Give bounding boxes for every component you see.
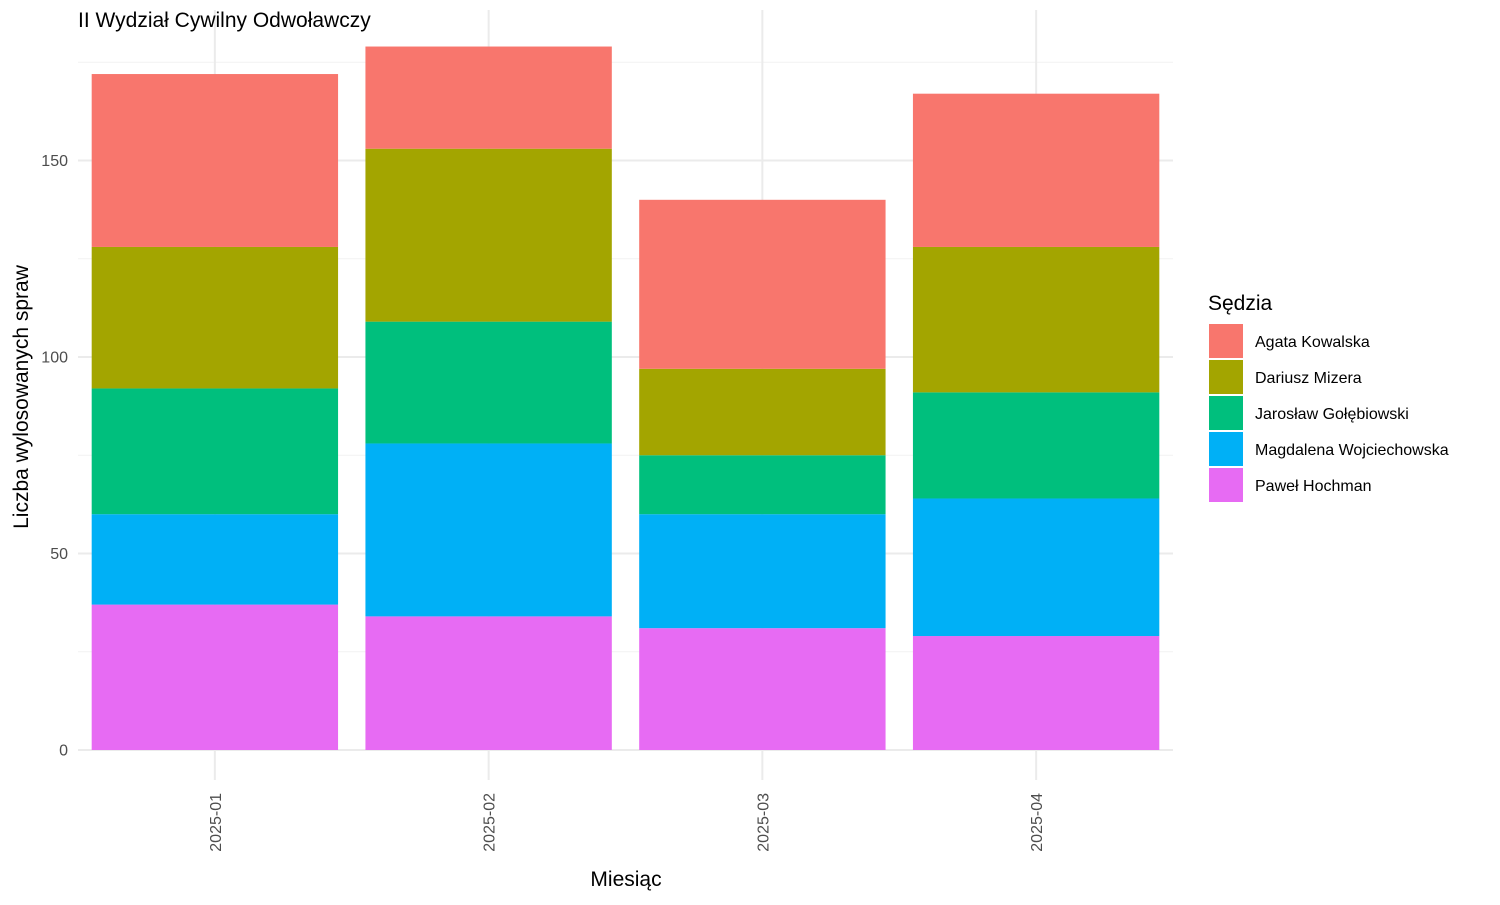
bar-segment-agata-kowalska-2025-02 (365, 46, 612, 149)
bar-segment-agata-kowalska-2025-01 (91, 74, 339, 247)
legend-item-label: Dariusz Mizera (1255, 370, 1362, 387)
legend-item-label: Magdalena Wojciechowska (1255, 442, 1449, 459)
x-tick-label: 2025-04 (1029, 793, 1046, 852)
x-axis-tick-labels: 2025-01 2025-02 2025-03 2025-04 (208, 793, 1046, 852)
x-tick-label: 2025-02 (482, 793, 499, 852)
bar-segment-pawel-hochman-2025-04 (912, 636, 1160, 750)
bar-segment-dariusz-mizera-2025-04 (912, 246, 1160, 393)
y-axis-title: Liczba wylosowanych spraw (10, 264, 33, 529)
bar-segment-dariusz-mizera-2025-03 (639, 368, 886, 456)
bar-segment-jaroslaw-golebiowski-2025-04 (912, 392, 1160, 499)
legend-item-label: Jarosław Gołębiowski (1255, 406, 1409, 423)
chart-title: II Wydział Cywilny Odwoławczy (78, 9, 371, 32)
legend-key-swatch (1209, 360, 1243, 394)
legend-key-swatch (1209, 468, 1243, 502)
bar-segment-jaroslaw-golebiowski-2025-01 (91, 388, 339, 515)
bar-segment-agata-kowalska-2025-04 (912, 93, 1160, 247)
bar-segment-pawel-hochman-2025-02 (365, 616, 612, 750)
legend-key-swatch (1209, 432, 1243, 466)
legend-title: Sędzia (1208, 292, 1273, 315)
y-tick-label: 100 (41, 350, 68, 367)
bar-segment-magdalena-wojciechowska-2025-02 (365, 443, 612, 617)
bar-segment-magdalena-wojciechowska-2025-04 (912, 498, 1160, 637)
bar-segment-magdalena-wojciechowska-2025-03 (639, 514, 886, 629)
y-tick-label: 150 (41, 153, 68, 170)
y-tick-label: 50 (50, 546, 68, 563)
bar-segment-pawel-hochman-2025-03 (639, 628, 886, 750)
bar-segment-magdalena-wojciechowska-2025-01 (91, 514, 339, 605)
bar-segment-jaroslaw-golebiowski-2025-02 (365, 321, 612, 444)
legend-item-label: Agata Kowalska (1255, 334, 1370, 351)
y-axis-tick-labels: 0 50 100 150 (41, 153, 68, 760)
bar-segment-jaroslaw-golebiowski-2025-03 (639, 455, 886, 515)
bar-segment-dariusz-mizera-2025-01 (91, 246, 339, 389)
y-tick-label: 0 (59, 743, 68, 760)
legend-item-label: Paweł Hochman (1255, 478, 1372, 495)
x-tick-label: 2025-03 (755, 793, 772, 852)
x-tick-label: 2025-01 (208, 793, 225, 852)
bar-segment-dariusz-mizera-2025-02 (365, 148, 612, 322)
x-axis-title: Miesiąc (590, 868, 661, 891)
legend-key-swatch (1209, 396, 1243, 430)
bar-segment-agata-kowalska-2025-03 (639, 199, 886, 369)
bars-layer (91, 46, 1160, 750)
legend-key-swatch (1209, 324, 1243, 358)
legend: Sędzia Agata Kowalska Dariusz Mizera Jaros… (1208, 292, 1449, 502)
bar-segment-pawel-hochman-2025-01 (91, 604, 339, 750)
